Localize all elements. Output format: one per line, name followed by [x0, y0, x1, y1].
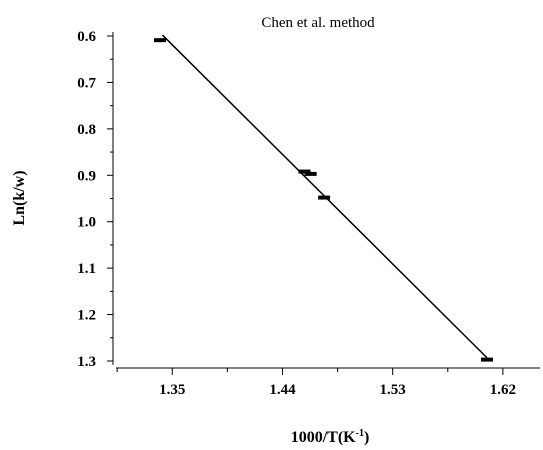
x-axis-title-sup: -1	[356, 428, 364, 439]
y-tick-label: 1.0	[77, 215, 96, 231]
x-tick-label: 1.62	[490, 382, 516, 398]
x-axis-title-close: )	[364, 429, 369, 446]
y-tick-label: 1.2	[77, 308, 96, 324]
chart-title: Chen et al. method	[261, 15, 375, 31]
y-tick-label: 1.3	[77, 354, 96, 370]
data-points	[154, 38, 493, 362]
y-axis-title: Ln(k/w)	[11, 170, 28, 225]
data-point	[304, 171, 317, 176]
x-axis-title-base: 1000/T(K	[291, 429, 356, 446]
data-point	[480, 357, 493, 362]
x-axis-title: 1000/T(K-1)	[291, 428, 370, 446]
y-tick-label: 0.7	[77, 75, 96, 91]
data-point	[318, 195, 331, 200]
x-tick-label: 1.44	[269, 382, 296, 398]
data-point	[154, 38, 167, 43]
y-tick-label: 0.8	[77, 122, 96, 138]
x-tick-label: 1.35	[159, 382, 185, 398]
data-point	[298, 169, 311, 174]
y-ticks: 0.6 0.7 0.8 0.9 1.0 1.1 1.2 1.3	[77, 29, 113, 370]
axes	[112, 32, 540, 369]
y-tick-label: 0.9	[77, 168, 96, 184]
x-ticks: 1.35 1.44 1.53 1.62	[116, 368, 516, 398]
x-tick-label: 1.53	[380, 382, 406, 398]
y-tick-label: 0.6	[77, 29, 96, 45]
y-tick-label: 1.1	[77, 261, 96, 277]
